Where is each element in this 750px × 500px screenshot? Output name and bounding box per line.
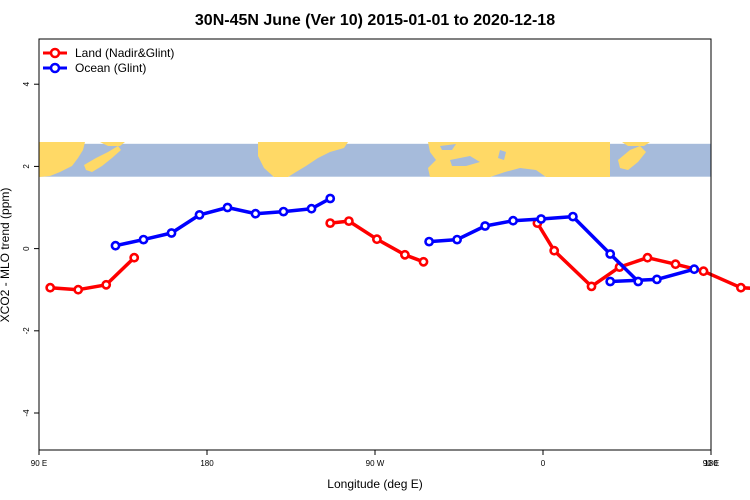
data-point — [568, 211, 578, 222]
data-point — [633, 276, 644, 287]
data-point — [536, 214, 546, 224]
data-point — [549, 245, 560, 256]
data-point — [452, 234, 462, 245]
data-point — [45, 282, 56, 293]
y-tick-label: 2 — [22, 164, 31, 169]
data-point — [418, 256, 429, 267]
data-point — [399, 249, 410, 260]
world-map-band — [39, 142, 711, 177]
y-tick-label: 0 — [22, 246, 31, 251]
data-point — [250, 208, 261, 219]
x-tick-label: 90 E — [31, 459, 47, 468]
plot-frame — [38, 38, 712, 451]
data-point — [689, 264, 700, 275]
legend-land-marker — [49, 47, 61, 59]
x-tick-label: 0 — [541, 459, 546, 468]
y-tick-label: -2 — [22, 327, 31, 335]
data-point — [325, 218, 336, 228]
x-tick-label: 180 — [704, 459, 718, 468]
data-point — [605, 276, 616, 287]
data-point — [698, 266, 709, 277]
x-axis-label: Longitude (deg E) — [327, 477, 422, 491]
series-ocean — [110, 193, 700, 287]
data-point — [586, 281, 597, 292]
data-point — [670, 259, 681, 270]
plot-area — [45, 193, 750, 295]
data-point — [73, 284, 84, 295]
data-point — [424, 236, 434, 247]
data-point — [736, 282, 746, 293]
data-point — [652, 274, 662, 285]
legend-ocean-marker — [49, 62, 61, 74]
y-axis: -4 -2 0 2 4 — [22, 81, 39, 417]
y-tick-label: -4 — [22, 409, 31, 417]
data-point — [642, 252, 653, 263]
y-axis-label: XCO2 - MLO trend (ppm) — [0, 188, 12, 323]
map-land — [39, 142, 650, 177]
data-point — [508, 215, 518, 226]
data-point — [343, 216, 354, 226]
series-line — [428, 214, 640, 283]
data-point — [371, 234, 382, 245]
data-point — [306, 203, 317, 214]
x-tick-label: 90 E — [703, 459, 719, 468]
x-tick-label: 180 — [200, 459, 214, 468]
data-point — [194, 209, 205, 220]
data-point — [325, 193, 336, 204]
x-tick-label: 90 W — [366, 459, 385, 468]
series-land — [45, 216, 750, 295]
data-point — [222, 202, 233, 213]
data-point — [138, 234, 149, 245]
data-point — [129, 252, 140, 263]
legend-ocean-label: Ocean (Glint) — [75, 61, 146, 75]
data-point — [605, 249, 616, 259]
data-point — [480, 221, 490, 231]
legend-land-label: Land (Nadir&Glint) — [75, 46, 174, 60]
data-point — [278, 206, 289, 217]
chart-title: 30N-45N June (Ver 10) 2015-01-01 to 2020… — [195, 12, 555, 29]
y-tick-label: 4 — [22, 81, 31, 86]
series-line — [50, 256, 136, 292]
map-inland-water — [440, 144, 506, 166]
data-point — [110, 240, 121, 251]
map-ocean — [39, 143, 711, 177]
data-point — [166, 228, 177, 238]
data-point — [101, 279, 112, 290]
legend: Land (Nadir&Glint) Ocean (Glint) — [43, 46, 174, 75]
